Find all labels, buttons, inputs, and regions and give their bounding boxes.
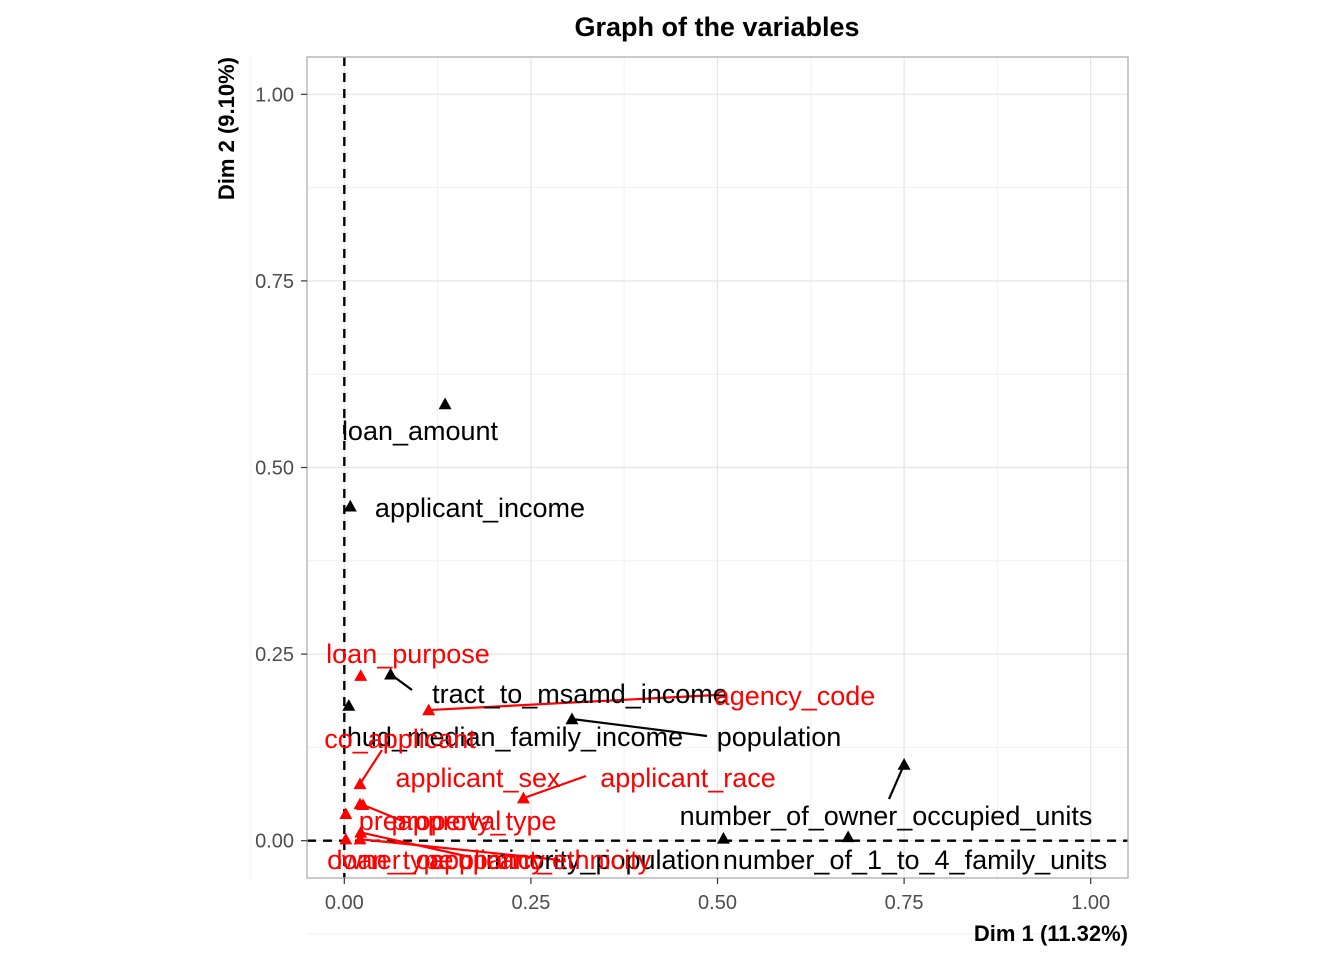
reference-lines	[307, 57, 1128, 878]
label-minority-population: minority_population	[486, 845, 720, 875]
point-tract-to-msamd-income	[384, 667, 398, 680]
label-preapproval: preapproval	[359, 806, 502, 836]
label-co-applicant: co_applicant	[324, 724, 476, 754]
label-applicant-sex: applicant_sex	[395, 763, 561, 793]
label-number-of-owner-occupied-units: number_of_owner_occupied_units	[680, 801, 1093, 831]
point-population	[565, 712, 579, 725]
label-number-of-1-to-4-family-units: number_of_1_to_4_family_units	[723, 845, 1107, 875]
point-applicant-ethnicity	[353, 832, 367, 845]
x-tick-label: 0.50	[698, 892, 737, 914]
point-number-of-owner-occupied-units	[897, 758, 911, 770]
point-preapproval	[339, 807, 353, 820]
point-property-type	[356, 798, 370, 811]
label-applicant-race: applicant_race	[600, 763, 776, 793]
connector-applicant-race	[523, 774, 587, 800]
label-applicant-ethnicity: applicant_ethnicity	[429, 845, 652, 875]
y-axis-title: Dim 2 (9.10%)	[214, 57, 239, 200]
label-property-type: property_type	[391, 806, 556, 836]
chart-title: Graph of the variables	[574, 12, 859, 42]
point-applicant-income	[343, 499, 357, 512]
label-tract-to-msamd-income: tract_to_msamd_income	[432, 679, 728, 709]
label-agency-code: agency_code	[715, 681, 876, 711]
x-tick-label: 0.75	[885, 892, 924, 914]
y-tick-label: 0.50	[255, 458, 294, 480]
point-co-applicant	[353, 777, 367, 790]
point-owner-occupancy	[354, 825, 368, 838]
connector-applicant-ethnicity	[359, 838, 561, 862]
connector-property-type	[362, 803, 406, 824]
connector-co-applicant	[359, 749, 383, 785]
x-tick-label: 0.00	[325, 892, 364, 914]
point-number-of-1-to-4-family-units	[841, 830, 855, 843]
data-points	[339, 397, 911, 845]
label-loan-amount: loan_amount	[342, 416, 499, 446]
point-agency-code	[422, 703, 436, 716]
point-labels: loan_amount applicant_income tract_to_msam…	[324, 416, 1107, 875]
label-hud-median-family-income: hud_median_family_income	[347, 722, 683, 752]
connector-number-of-owner-occupied-units	[887, 764, 906, 800]
label-applicant-income: applicant_income	[375, 493, 585, 523]
point-loan-purpose	[354, 669, 368, 681]
connector-agency-code	[428, 693, 717, 712]
point-minority-population	[716, 831, 730, 844]
y-tick-label: 0.75	[255, 271, 294, 293]
point-applicant-race	[516, 791, 530, 804]
label-loan-purpose: loan_purpose	[326, 639, 490, 669]
connector-population	[571, 717, 708, 738]
x-tick-label: 1.00	[1071, 892, 1110, 914]
y-tick-label: 0.25	[255, 644, 294, 666]
y-tick-label: 1.00	[255, 84, 294, 106]
point-loan-amount	[438, 397, 452, 410]
grid-lines	[250, 57, 1128, 935]
x-tick-label: 0.25	[511, 892, 550, 914]
y-tick-label: 0.00	[255, 831, 294, 853]
x-axis-title: Dim 1 (11.32%)	[974, 921, 1128, 946]
label-population: population	[717, 722, 842, 752]
point-hud-median-family-income	[342, 699, 356, 711]
label-connectors	[359, 673, 906, 862]
label-owner-occupancy: owner_occupancy	[327, 845, 545, 875]
label-loan-type: loan_type	[336, 845, 453, 875]
point-loan-type	[339, 832, 353, 845]
axis-ticks: 0.00 0.00 0.25 0.25 0.50 0.50 0.75 0.75 1.00 1.00	[255, 84, 1110, 914]
